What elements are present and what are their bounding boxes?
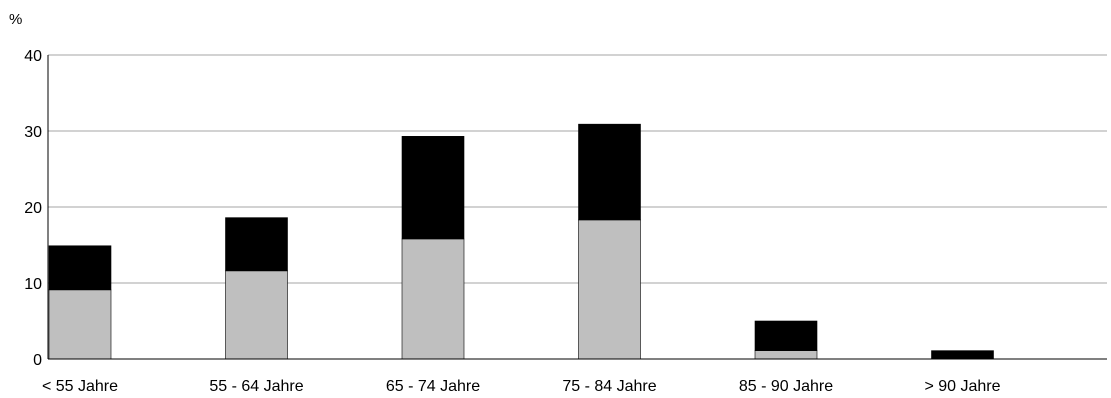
- bar-4-series-1: [755, 321, 817, 351]
- bar-3-series-1: [579, 124, 641, 220]
- y-tick-label-40: 40: [24, 48, 42, 65]
- y-tick-label-0: 0: [33, 352, 42, 369]
- x-category-label-2: 65 - 74 Jahre: [386, 378, 480, 395]
- x-category-label-1: 55 - 64 Jahre: [209, 378, 303, 395]
- x-category-labels: < 55 Jahre 55 - 64 Jahre 65 - 74 Jahre 75 -…: [42, 378, 1001, 395]
- x-category-label-3: 75 - 84 Jahre: [562, 378, 656, 395]
- bar-2-series-1: [402, 136, 464, 239]
- bar-0-series-0: [49, 290, 111, 359]
- bar-5-series-1: [932, 351, 994, 359]
- gridlines: [48, 55, 1107, 283]
- y-tick-label-20: 20: [24, 200, 42, 217]
- y-tick-label-10: 10: [24, 276, 42, 293]
- bar-1-series-1: [226, 218, 288, 271]
- bar-0-series-1: [49, 246, 111, 290]
- y-axis-unit-label: %: [9, 11, 22, 28]
- bar-2-series-0: [402, 239, 464, 359]
- bar-4-series-0: [755, 351, 817, 359]
- y-tick-label-30: 30: [24, 124, 42, 141]
- y-tick-labels: 0 10 20 30 40: [24, 48, 42, 369]
- bars: [49, 124, 994, 359]
- bar-3-series-0: [579, 220, 641, 359]
- x-category-label-5: > 90 Jahre: [924, 378, 1000, 395]
- x-category-label-4: 85 - 90 Jahre: [739, 378, 833, 395]
- bar-1-series-0: [226, 271, 288, 359]
- x-category-label-0: < 55 Jahre: [42, 378, 118, 395]
